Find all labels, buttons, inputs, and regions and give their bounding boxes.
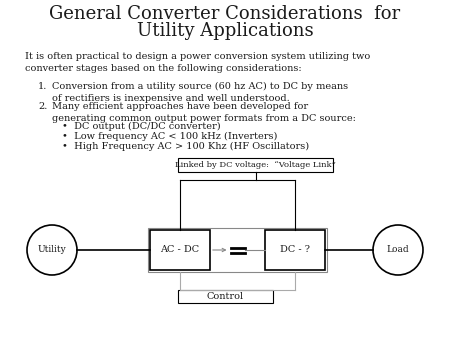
- Text: 1.: 1.: [38, 82, 47, 91]
- Bar: [150, 230, 210, 270]
- Text: It is often practical to design a power conversion system utilizing two
converte: It is often practical to design a power …: [25, 52, 370, 73]
- Text: Many efficient approaches have been developed for
generating common output power: Many efficient approaches have been deve…: [52, 102, 356, 123]
- Text: Control: Control: [207, 292, 244, 301]
- Text: •  Low frequency AC < 100 kHz (Inverters): • Low frequency AC < 100 kHz (Inverters): [62, 132, 277, 141]
- Text: Utility: Utility: [38, 245, 67, 255]
- Text: •  DC output (DC/DC converter): • DC output (DC/DC converter): [62, 122, 220, 131]
- Text: General Converter Considerations  for: General Converter Considerations for: [50, 5, 400, 23]
- Bar: [178, 290, 273, 303]
- Text: DC - ?: DC - ?: [280, 245, 310, 255]
- Circle shape: [27, 225, 77, 275]
- Text: Utility Applications: Utility Applications: [137, 22, 313, 40]
- Text: 2.: 2.: [38, 102, 47, 111]
- Circle shape: [373, 225, 423, 275]
- Text: Load: Load: [387, 245, 410, 255]
- Text: Linked by DC voltage:  “Voltage Link”: Linked by DC voltage: “Voltage Link”: [175, 161, 336, 169]
- Text: AC - DC: AC - DC: [161, 245, 199, 255]
- Bar: [265, 230, 325, 270]
- Bar: [178, 158, 333, 172]
- Bar: [148, 228, 327, 272]
- Text: Conversion from a utility source (60 hz AC) to DC by means
of rectifiers is inex: Conversion from a utility source (60 hz …: [52, 82, 348, 103]
- Text: •  High Frequency AC > 100 Khz (HF Oscillators): • High Frequency AC > 100 Khz (HF Oscill…: [62, 142, 309, 151]
